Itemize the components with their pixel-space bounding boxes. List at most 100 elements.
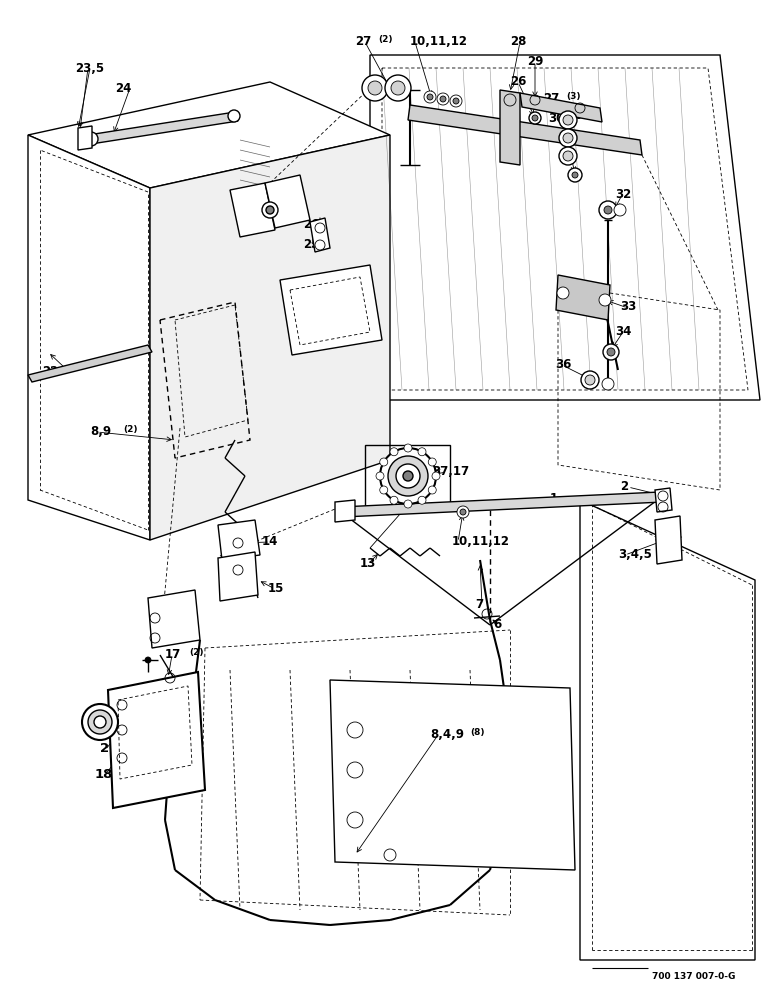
Text: 17: 17 — [165, 648, 181, 661]
Text: 14: 14 — [262, 535, 279, 548]
Circle shape — [604, 206, 612, 214]
Circle shape — [440, 96, 446, 102]
Text: 30: 30 — [548, 112, 564, 125]
Polygon shape — [655, 488, 672, 512]
Text: 28: 28 — [510, 35, 527, 48]
Circle shape — [581, 371, 599, 389]
Text: (2): (2) — [123, 425, 137, 434]
Circle shape — [437, 93, 449, 105]
Circle shape — [607, 348, 615, 356]
Circle shape — [380, 458, 388, 466]
Circle shape — [572, 172, 578, 178]
Polygon shape — [310, 218, 330, 252]
Polygon shape — [28, 345, 152, 382]
Text: 700 137 007-0-G: 700 137 007-0-G — [652, 972, 736, 981]
Circle shape — [315, 240, 325, 250]
Polygon shape — [28, 82, 390, 188]
Polygon shape — [340, 492, 663, 517]
Polygon shape — [408, 105, 642, 155]
Text: 23,5: 23,5 — [75, 62, 104, 75]
Circle shape — [614, 204, 626, 216]
Circle shape — [396, 464, 420, 488]
Circle shape — [585, 375, 595, 385]
Circle shape — [559, 111, 577, 129]
Text: 20: 20 — [100, 742, 118, 755]
Text: 27: 27 — [543, 92, 559, 105]
Circle shape — [380, 448, 436, 504]
Circle shape — [82, 704, 118, 740]
Text: (2): (2) — [118, 718, 133, 727]
Circle shape — [559, 147, 577, 165]
Circle shape — [563, 115, 573, 125]
Text: (2): (2) — [128, 742, 143, 751]
Text: (2): (2) — [189, 648, 204, 657]
Polygon shape — [280, 265, 382, 355]
Text: 33: 33 — [620, 300, 636, 313]
Circle shape — [403, 471, 413, 481]
Circle shape — [145, 657, 151, 663]
Text: 31: 31 — [555, 132, 571, 145]
Circle shape — [432, 472, 440, 480]
Text: (3): (3) — [566, 92, 581, 101]
Text: 37,17: 37,17 — [432, 465, 469, 478]
Text: 25: 25 — [303, 238, 320, 251]
Circle shape — [404, 500, 412, 508]
Polygon shape — [370, 55, 760, 400]
Circle shape — [390, 496, 398, 504]
Text: (OPV): (OPV) — [572, 112, 597, 121]
Text: 26: 26 — [303, 218, 320, 231]
Polygon shape — [556, 275, 610, 320]
Circle shape — [388, 456, 428, 496]
Polygon shape — [580, 500, 755, 960]
Circle shape — [390, 448, 398, 456]
Circle shape — [262, 202, 278, 218]
Text: 2: 2 — [620, 480, 628, 493]
Text: 32: 32 — [615, 188, 631, 201]
Circle shape — [84, 132, 98, 146]
Circle shape — [266, 206, 274, 214]
Circle shape — [602, 378, 614, 390]
Polygon shape — [218, 552, 258, 601]
Polygon shape — [265, 175, 310, 228]
Text: 35: 35 — [558, 283, 574, 296]
Circle shape — [529, 112, 541, 124]
Text: 4: 4 — [162, 622, 171, 635]
Text: 8,9: 8,9 — [90, 425, 111, 438]
Circle shape — [228, 110, 240, 122]
Text: 34: 34 — [615, 325, 631, 338]
Circle shape — [453, 98, 459, 104]
Text: 13: 13 — [360, 557, 376, 570]
Text: 15: 15 — [268, 582, 284, 595]
Circle shape — [557, 287, 569, 299]
Text: 29: 29 — [527, 55, 543, 68]
Circle shape — [460, 509, 466, 515]
Polygon shape — [655, 516, 682, 564]
Circle shape — [380, 486, 388, 494]
Polygon shape — [335, 500, 355, 522]
Circle shape — [368, 81, 382, 95]
Text: 1: 1 — [550, 492, 558, 505]
Circle shape — [88, 710, 112, 734]
Polygon shape — [150, 135, 390, 540]
Circle shape — [424, 91, 436, 103]
Circle shape — [568, 168, 582, 182]
Circle shape — [603, 344, 619, 360]
Text: 8,4,9: 8,4,9 — [430, 728, 464, 741]
Text: 6: 6 — [493, 618, 501, 631]
Text: 16: 16 — [162, 600, 178, 613]
Circle shape — [376, 472, 384, 480]
Text: 7: 7 — [475, 598, 483, 611]
Text: 3,4,5: 3,4,5 — [618, 548, 652, 561]
Text: 10,11,12: 10,11,12 — [410, 35, 468, 48]
Text: 18,19: 18,19 — [95, 768, 137, 781]
Circle shape — [404, 444, 412, 452]
Text: (6): (6) — [138, 768, 153, 777]
Text: 10,11,12: 10,11,12 — [452, 535, 510, 548]
Circle shape — [599, 201, 617, 219]
Circle shape — [427, 94, 433, 100]
Circle shape — [563, 133, 573, 143]
Circle shape — [362, 75, 388, 101]
Text: 21: 21 — [95, 718, 111, 731]
Polygon shape — [330, 680, 575, 870]
Text: (8): (8) — [470, 728, 485, 737]
